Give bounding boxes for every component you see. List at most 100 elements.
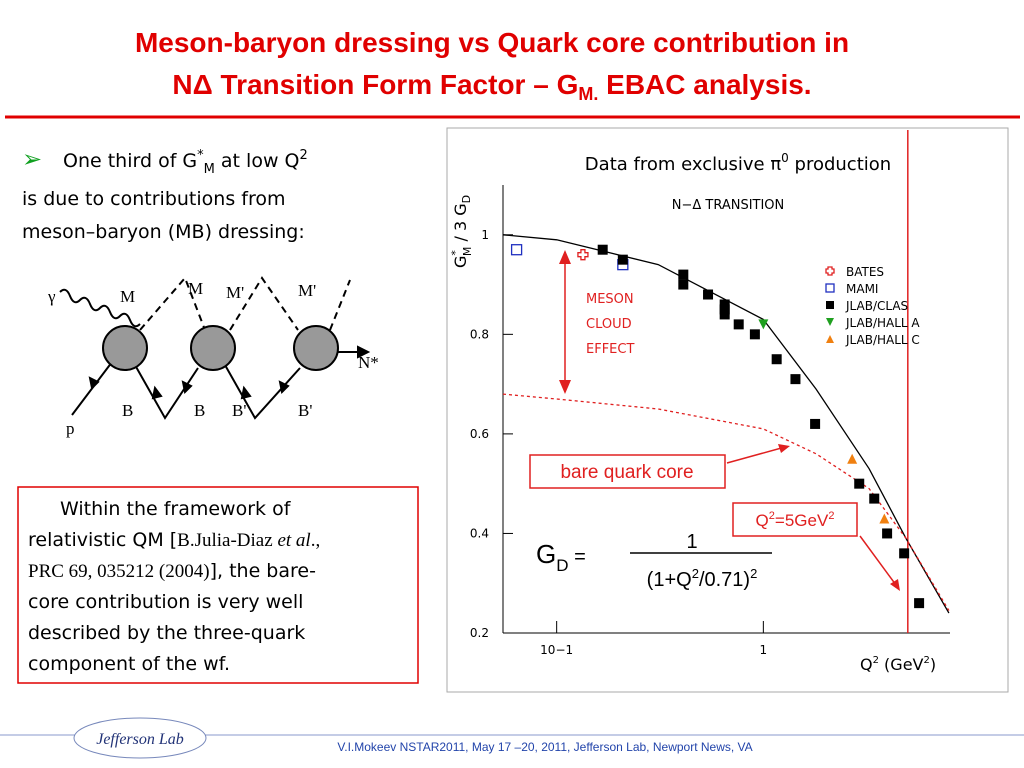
q2-arrow (859, 535, 897, 586)
point (825, 283, 835, 293)
diagram-label: B' (298, 401, 312, 420)
note-line: core contribution is very well (28, 591, 303, 613)
formula: GD = 1 (1+Q2/0.71)2 (536, 531, 772, 591)
title-line2: NΔ Transition Form Factor – GM. EBAC ana… (172, 69, 811, 104)
point (847, 453, 858, 464)
note-part: ., (311, 530, 321, 551)
note-line: relativistic QM [B.Julia-Diaz et al., (28, 529, 320, 551)
point (577, 249, 589, 261)
bullet-line2: is due to contributions from (22, 188, 285, 210)
y-tick-label: 0.6 (470, 427, 489, 441)
formula-part: G (536, 539, 556, 569)
point (810, 418, 821, 429)
q2-sup: 2 (828, 510, 834, 522)
point (510, 244, 523, 256)
logo: Jefferson Lab (96, 731, 184, 748)
chart-frame (446, 127, 1009, 693)
diagram-label: B' (232, 401, 246, 420)
point (869, 493, 880, 504)
formula-sup: 2 (750, 566, 757, 581)
bullet-sub: M (204, 162, 215, 177)
point (758, 319, 769, 330)
point (914, 598, 925, 609)
note-line: Within the framework of (60, 498, 292, 520)
y-tick-label: 0.8 (470, 327, 489, 341)
bare-arrow (726, 446, 786, 464)
q2-part: =5GeV (775, 511, 829, 530)
y-label-sup: * (449, 250, 462, 256)
formula-part: = (569, 546, 586, 568)
formula-sup: 2 (692, 566, 699, 581)
x-label-sup: 2 (873, 655, 879, 666)
point (703, 289, 714, 300)
y-axis-label: G*M / 3 GD (449, 195, 474, 268)
legend-label: MAMI (846, 282, 878, 296)
x-axis-label: Q2 (GeV2) (860, 655, 936, 674)
diagram-label: M (188, 279, 203, 298)
point (899, 548, 910, 559)
point (597, 244, 608, 255)
diagram-label: γ (47, 287, 56, 306)
point (617, 254, 628, 265)
title-part: EBAC analysis. (598, 69, 811, 100)
diagram-label: M (120, 287, 135, 306)
meson-lines (139, 276, 351, 331)
formula-part: (1+Q (647, 569, 692, 591)
bullet-sup: * (197, 148, 204, 163)
inner-title: N−Δ TRANSITION (672, 198, 785, 213)
x-label-part: Q (860, 655, 873, 674)
q2-label: Q2=5GeV2 (756, 510, 835, 530)
q2-arrow-head (890, 579, 900, 591)
chart-title: Data from exclusive π0 production (585, 151, 891, 175)
footer: V.I.Mokeev NSTAR2011, May 17 –20, 2011, … (337, 740, 752, 754)
note-line: PRC 69, 035212 (2004)], the bare- (28, 560, 316, 582)
point (733, 319, 744, 330)
note-box (17, 486, 419, 684)
note-part: , the bare- (217, 560, 316, 582)
bullet-part: One third of G (63, 150, 197, 172)
arrow-heads (88, 345, 371, 400)
bullet-icon: ➢ (22, 145, 42, 173)
feynman-diagram (59, 276, 371, 420)
y-tick-label: 0.4 (470, 526, 489, 540)
bullet-line1: One third of G*M at low Q2 (63, 148, 308, 177)
diagram-label: M' (298, 281, 316, 300)
formula-sub: D (556, 556, 568, 575)
legend-label: JLAB/HALL C (845, 333, 920, 347)
x-tick-label: 10−1 (540, 643, 573, 657)
point (678, 269, 689, 280)
bullet-part: at low Q (215, 150, 300, 172)
bare-box (529, 454, 726, 489)
diagram-label: B (194, 401, 205, 420)
point (825, 266, 835, 276)
bare-label: bare quark core (560, 462, 693, 483)
meson-label: EFFECT (586, 342, 634, 357)
q2-sup: 2 (769, 510, 775, 522)
bullet-line3: meson–baryon (MB) dressing: (22, 221, 305, 243)
bare-arrow-head (778, 444, 790, 453)
y-label-sub: M (461, 247, 474, 257)
point (719, 309, 730, 320)
formula-num: 1 (686, 531, 697, 553)
point (826, 335, 834, 343)
note-part: et al (277, 530, 310, 551)
legend-label: JLAB/CLAS (845, 299, 908, 313)
y-tick-label: 1 (481, 228, 489, 242)
chart-title-sup: 0 (781, 151, 789, 165)
formula-part: /0.71) (699, 569, 750, 591)
note-line: described by the three-quark (28, 622, 305, 644)
point (790, 374, 801, 385)
note-line: component of the wf. (28, 653, 230, 675)
point (826, 301, 834, 309)
y-tick-label: 0.2 (470, 626, 489, 640)
title-part: NΔ Transition Form Factor – G (172, 69, 578, 100)
point (749, 329, 760, 340)
point (854, 478, 865, 489)
diagram-label: B (122, 401, 133, 420)
curve (502, 234, 950, 614)
q2-box (732, 502, 858, 537)
meson-label: MESON (586, 292, 634, 307)
note-part: ] (210, 560, 217, 582)
title-sub: M. (578, 84, 598, 104)
